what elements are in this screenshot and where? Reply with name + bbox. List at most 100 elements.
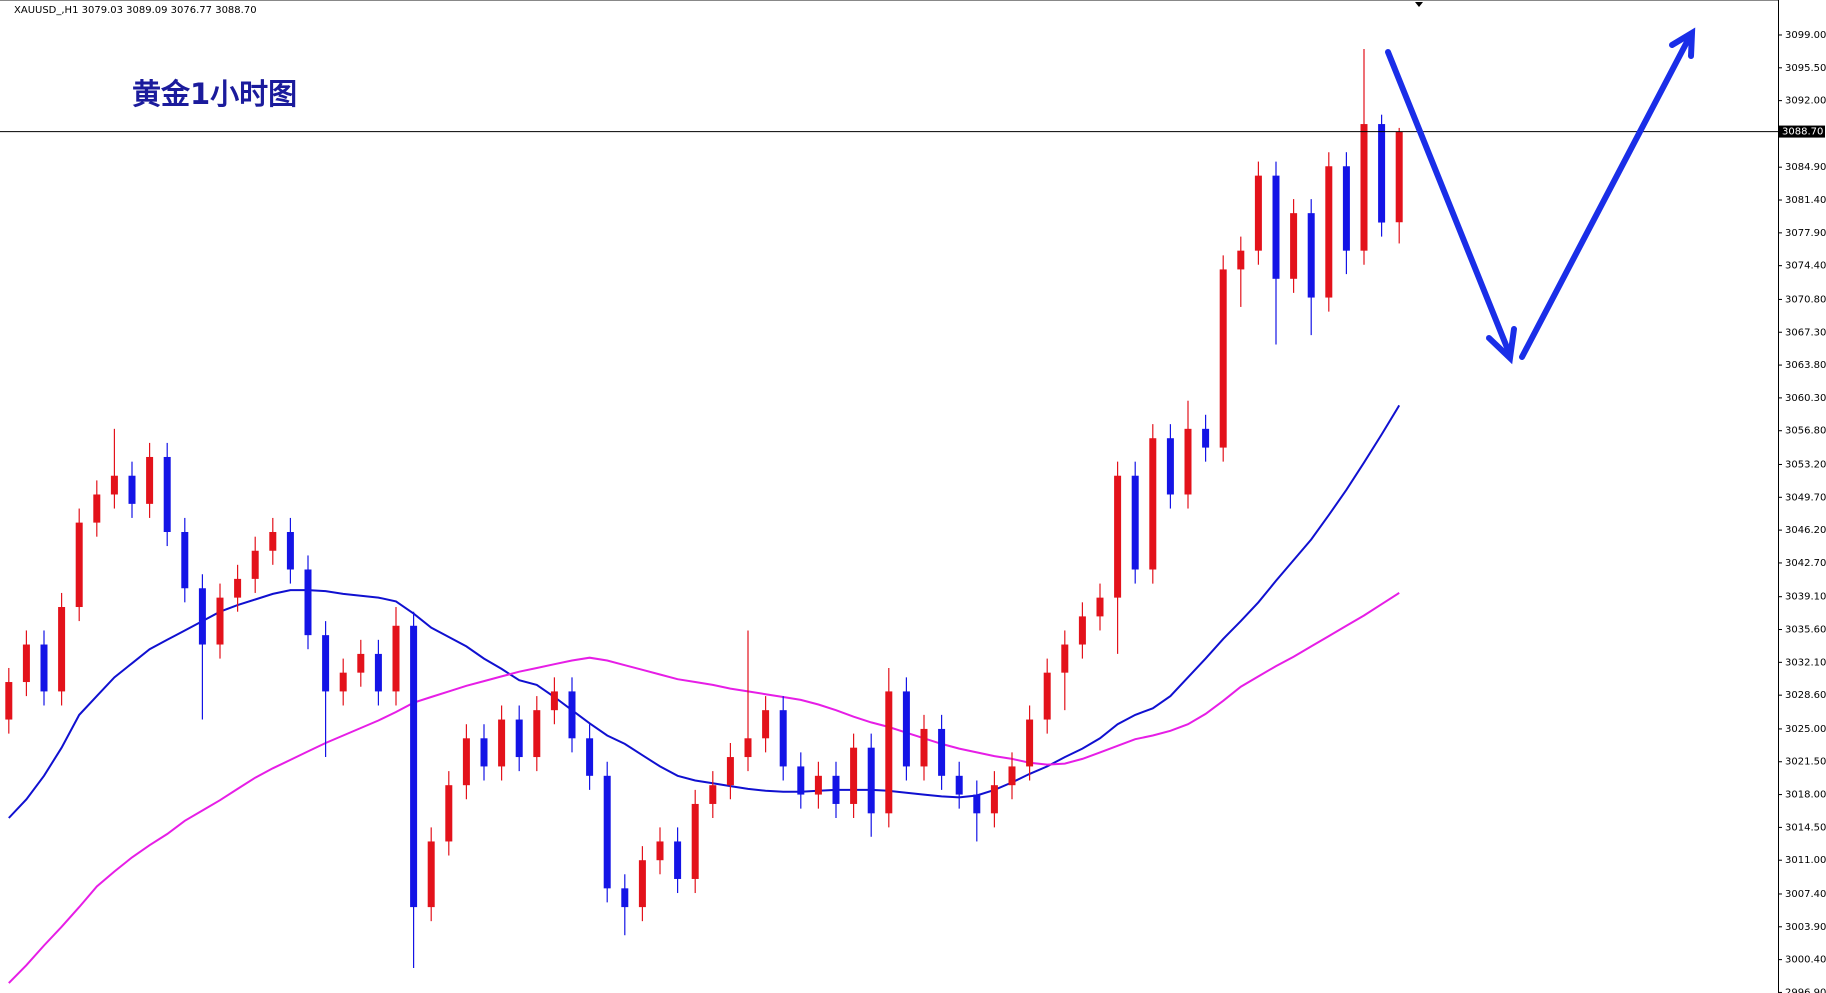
candle-body (1272, 175, 1280, 279)
candle-body (797, 766, 805, 795)
shift-marker (1415, 2, 1423, 7)
y-tick-label: 3046.20 (1785, 525, 1826, 536)
candle-body (216, 597, 224, 645)
chart-header: XAUUSD_,H1 3079.03 3089.09 3076.77 3088.… (14, 5, 257, 16)
forecast-arrows (1385, 27, 1696, 365)
candle-body (990, 785, 998, 814)
candle-body (638, 860, 646, 908)
y-tick-label: 2996.90 (1785, 987, 1826, 993)
candle-body (1254, 175, 1262, 251)
candle-body (5, 682, 13, 720)
arrow-head (1669, 27, 1696, 59)
candle-body (374, 653, 382, 692)
y-tick-label: 3067.30 (1785, 327, 1826, 338)
y-tick-label: 3063.80 (1785, 360, 1826, 371)
y-tick-label: 3011.00 (1785, 855, 1826, 866)
candle-body (1149, 438, 1157, 570)
y-tick-label: 3074.40 (1785, 261, 1826, 272)
y-tick-label: 3018.00 (1785, 790, 1826, 801)
candle-body (1325, 166, 1333, 298)
candle-body (146, 456, 154, 504)
candle-body (1114, 475, 1122, 598)
candle-body (480, 738, 488, 767)
candle-body (1202, 428, 1210, 448)
candle-body (410, 625, 418, 908)
y-tick-label: 3095.50 (1785, 63, 1826, 74)
y-tick-label: 3081.40 (1785, 195, 1826, 206)
candle-body (938, 728, 946, 776)
candle-body (40, 644, 48, 692)
y-tick-label: 3060.30 (1785, 393, 1826, 404)
candle-body (1184, 428, 1192, 495)
candle-body (269, 531, 277, 551)
last-price-label: 3088.70 (1782, 127, 1823, 138)
candle-body (762, 710, 770, 739)
candle-body (973, 794, 981, 814)
candle-body (568, 691, 576, 739)
candle-body (1061, 644, 1069, 673)
candle-body (304, 569, 312, 636)
candle-body (709, 785, 717, 804)
candle-body (251, 550, 259, 579)
candle-body (198, 588, 206, 645)
candle-body (691, 803, 699, 879)
candle-body (603, 775, 611, 889)
candle-body (357, 653, 365, 673)
candle-body (586, 738, 594, 776)
candle-body (885, 691, 893, 814)
candle-body (779, 710, 787, 767)
candle-body (1395, 131, 1403, 223)
candle-body (867, 747, 875, 814)
y-tick-label: 3003.90 (1785, 922, 1826, 933)
y-tick-label: 3014.50 (1785, 822, 1826, 833)
chart-title: 黄金1小时图 (132, 77, 297, 111)
candle-body (322, 635, 330, 692)
y-tick-label: 3099.00 (1785, 30, 1826, 41)
y-tick-label: 3053.20 (1785, 459, 1826, 470)
y-tick-label: 3092.00 (1785, 96, 1826, 107)
candle-body (1026, 719, 1034, 767)
y-tick-label: 3042.70 (1785, 558, 1826, 569)
candle-body (128, 475, 136, 504)
arrow-down (1385, 49, 1511, 353)
y-tick-label: 3035.60 (1785, 625, 1826, 636)
candle-body (533, 710, 541, 758)
candle-body (286, 531, 294, 570)
y-tick-label: 3007.40 (1785, 889, 1826, 900)
candle-body (550, 691, 558, 711)
candle-body (902, 691, 910, 767)
moving-average-line (8, 592, 1400, 984)
candle-body (1131, 475, 1139, 570)
y-tick-label: 3032.10 (1785, 657, 1826, 668)
candle-body (674, 841, 682, 879)
y-tick-label: 3049.70 (1785, 492, 1826, 503)
y-tick-label: 3021.50 (1785, 757, 1826, 768)
candle-body (339, 672, 347, 692)
candle-body (58, 607, 66, 692)
candle-body (427, 841, 435, 908)
candle-body (1237, 250, 1245, 270)
candle-body (22, 644, 30, 683)
candle-body (181, 531, 189, 589)
arrow-up (1519, 35, 1692, 360)
candle-body (1008, 766, 1016, 786)
candle-body (744, 738, 752, 758)
candle-body (1078, 616, 1086, 645)
candle-body (1096, 597, 1104, 617)
y-tick-label: 3028.60 (1785, 690, 1826, 701)
candle-body (726, 757, 734, 786)
y-tick-label: 3000.40 (1785, 955, 1826, 966)
y-tick-label: 3039.10 (1785, 592, 1826, 603)
candle-body (1360, 124, 1368, 251)
candle-body (656, 841, 664, 861)
y-tick-label: 3077.90 (1785, 228, 1826, 239)
candle-body (110, 475, 118, 495)
arrow-head (1486, 326, 1517, 365)
candle-body (1307, 213, 1315, 298)
candle-body (850, 747, 858, 804)
moving-average-line (8, 404, 1401, 819)
candle-body (621, 888, 629, 908)
candle-body (1043, 672, 1051, 720)
